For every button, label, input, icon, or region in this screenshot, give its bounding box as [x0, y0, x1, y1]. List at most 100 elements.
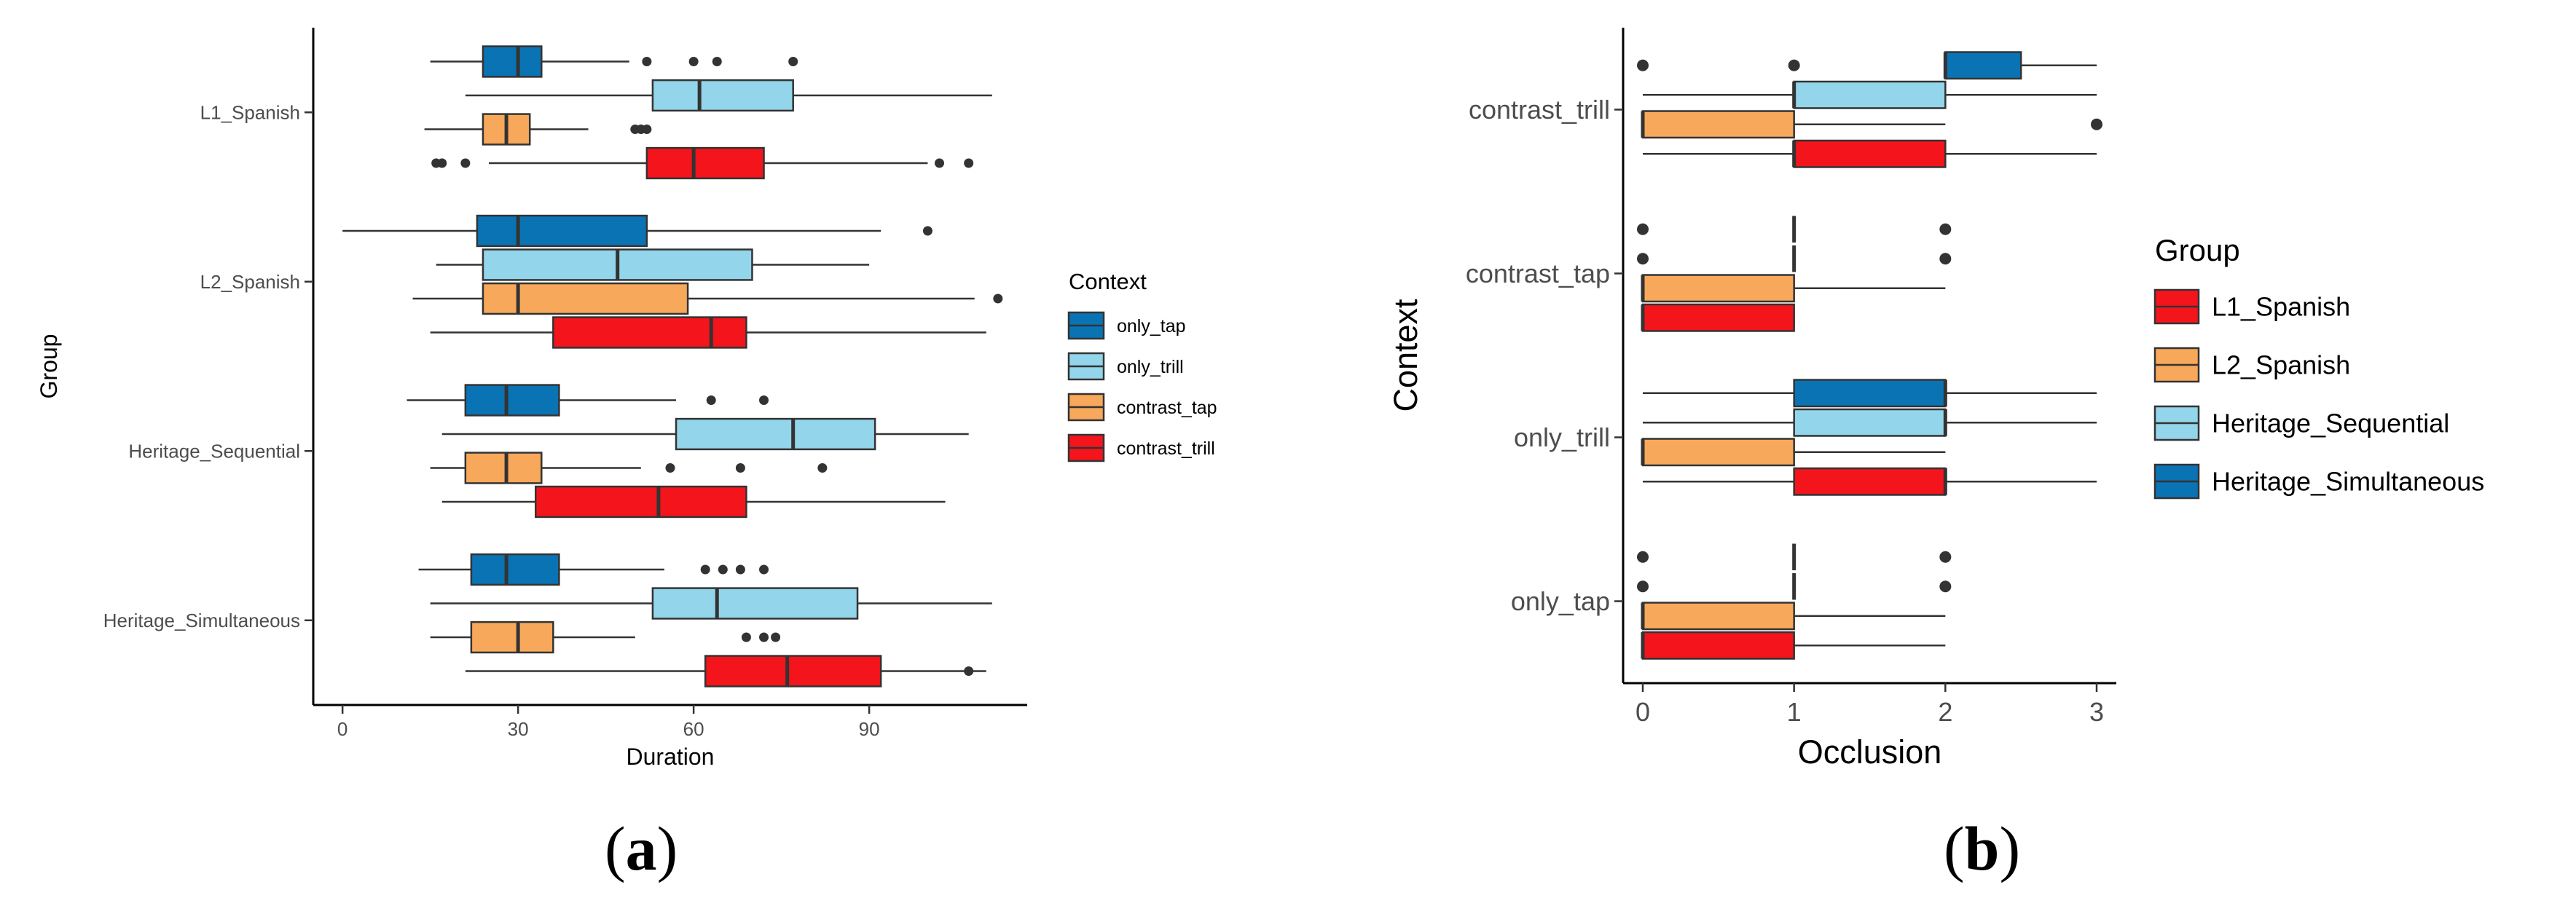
b-box-contrast_trill-L2_Spanish — [1641, 110, 2103, 139]
b-x-tick-label-0: 0 — [1635, 697, 1650, 727]
outlier-point — [688, 57, 699, 66]
a-legend-entry-contrast_trill: contrast_trill — [1067, 433, 1215, 462]
box-body — [1641, 631, 1795, 660]
a-legend-entry-only_trill: only_trill — [1067, 352, 1184, 381]
outlier-point — [642, 125, 652, 134]
b-legend-entry-Heritage_Simultaneous: Heritage_Simultaneous — [2153, 463, 2484, 500]
outlier-point — [460, 158, 471, 168]
box-body — [1793, 80, 1947, 109]
a-box-Heritage_Simultaneous-contrast_tap — [430, 621, 781, 654]
b-box-contrast_trill-L1_Spanish — [1642, 139, 2097, 168]
outlier-point — [642, 57, 652, 66]
legend-label: Heritage_Sequential — [2212, 409, 2449, 438]
a-x-tick-label-30: 30 — [508, 718, 529, 740]
b-box-contrast_trill-Heritage_Sequential — [1642, 80, 2097, 109]
b-x-tick-label-1: 1 — [1787, 697, 1802, 727]
b-box-contrast_tap-Heritage_Simultaneous — [1636, 216, 1952, 243]
box-body — [534, 485, 747, 519]
outlier-point — [700, 564, 710, 575]
a-x-tick-label-60: 60 — [683, 718, 704, 740]
box-body — [651, 587, 859, 620]
legend-label: contrast_tap — [1117, 398, 1217, 418]
b-legend-entry-L1_Spanish: L1_Spanish — [2153, 288, 2350, 325]
b-box-contrast_tap-L1_Spanish — [1641, 303, 1795, 332]
b-box-only_tap-L2_Spanish — [1641, 602, 1946, 631]
a-legend-title: Context — [1069, 269, 1147, 294]
box-body — [464, 452, 543, 484]
b-box-contrast_tap-Heritage_Sequential — [1636, 245, 1952, 272]
a-y-tick-label-L2_Spanish: L2_Spanish — [200, 271, 300, 293]
outlier-point — [993, 294, 1003, 304]
caption-a-open: ( — [605, 814, 626, 883]
legend-label: L1_Spanish — [2212, 292, 2350, 322]
a-legend-entry-contrast_tap: contrast_tap — [1067, 393, 1217, 422]
box-body — [1793, 139, 1947, 168]
box-body — [645, 146, 765, 180]
a-box-Heritage_Sequential-only_trill — [441, 417, 969, 451]
outlier-point — [964, 666, 974, 676]
caption-a-letter: a — [625, 814, 657, 883]
chart-a: 0 30 60 90 L1_Spanish L2_Spanish Heritage_Sequ… — [36, 28, 1217, 770]
box-body — [1793, 379, 1947, 408]
box-body — [482, 282, 689, 315]
legend-label: Heritage_Simultaneous — [2212, 467, 2484, 497]
a-box-Heritage_Simultaneous-only_trill — [430, 587, 992, 620]
box-body — [1793, 467, 1947, 496]
outlier-point — [706, 395, 716, 405]
outlier-point — [718, 564, 728, 575]
b-legend-entry-L2_Spanish: L2_Spanish — [2153, 347, 2350, 383]
a-box-Heritage_Sequential-contrast_tap — [430, 452, 828, 484]
outlier-point — [1636, 59, 1649, 71]
outlier-point — [1939, 223, 1952, 235]
outlier-point — [1939, 580, 1952, 593]
b-box-only_trill-L2_Spanish — [1641, 438, 1946, 467]
legend-label: L2_Spanish — [2212, 350, 2350, 380]
a-box-L2_Spanish-only_trill — [436, 248, 870, 281]
b-box-contrast_tap-L2_Spanish — [1641, 274, 1946, 303]
outlier-point — [1788, 59, 1800, 71]
outlier-point — [1636, 580, 1649, 593]
box-body — [476, 214, 648, 248]
box-body — [1793, 408, 1947, 437]
a-y-tick-label-Heritage_Simultaneous: Heritage_Simultaneous — [103, 610, 300, 631]
b-x-tick-label-3: 3 — [2089, 697, 2104, 727]
a-x-tick-label-90: 90 — [859, 718, 880, 740]
b-y-tick-label-contrast_tap: contrast_tap — [1466, 259, 1610, 288]
a-x-axis-title: Duration — [627, 744, 715, 770]
b-y-tick-label-only_tap: only_tap — [1511, 586, 1610, 616]
box-body — [1944, 51, 2022, 80]
a-box-L2_Spanish-contrast_tap — [412, 282, 1003, 315]
caption-a-close: ) — [656, 814, 678, 883]
a-box-Heritage_Simultaneous-only_tap — [418, 553, 769, 586]
b-x-axis-title: Occlusion — [1798, 733, 1942, 771]
b-box-only_trill-Heritage_Sequential — [1642, 408, 2097, 437]
outlier-point — [1939, 551, 1952, 563]
outlier-point — [2091, 118, 2103, 130]
outlier-point — [759, 632, 769, 642]
b-box-only_trill-L1_Spanish — [1642, 467, 2097, 496]
outlier-point — [1939, 253, 1952, 265]
box-body — [651, 79, 794, 112]
outlier-point — [1636, 551, 1649, 563]
a-x-tick-label-0: 0 — [337, 718, 347, 740]
outlier-point — [922, 226, 932, 236]
outlier-point — [741, 632, 751, 642]
outlier-point — [1636, 223, 1649, 235]
outlier-point — [788, 57, 798, 66]
b-y-tick-label-only_trill: only_trill — [1514, 422, 1610, 452]
outlier-point — [1636, 253, 1649, 265]
a-legend-entry-only_tap: only_tap — [1067, 311, 1186, 340]
outlier-point — [817, 463, 828, 473]
outlier-point — [964, 158, 974, 168]
a-y-tick-label-Heritage_Sequential: Heritage_Sequential — [128, 440, 300, 462]
b-legend-entry-Heritage_Sequential: Heritage_Sequential — [2153, 405, 2449, 441]
a-box-Heritage_Simultaneous-contrast_trill — [465, 655, 986, 688]
outlier-point — [935, 158, 945, 168]
outlier-point — [712, 57, 722, 66]
box-body — [1641, 274, 1795, 303]
legend-label: only_tap — [1117, 316, 1186, 336]
a-y-tick-label-L1_Spanish: L1_Spanish — [200, 101, 300, 123]
b-box-contrast_trill-Heritage_Simultaneous — [1636, 51, 2097, 80]
box-body — [675, 417, 876, 451]
a-box-Heritage_Sequential-only_tap — [407, 384, 769, 417]
